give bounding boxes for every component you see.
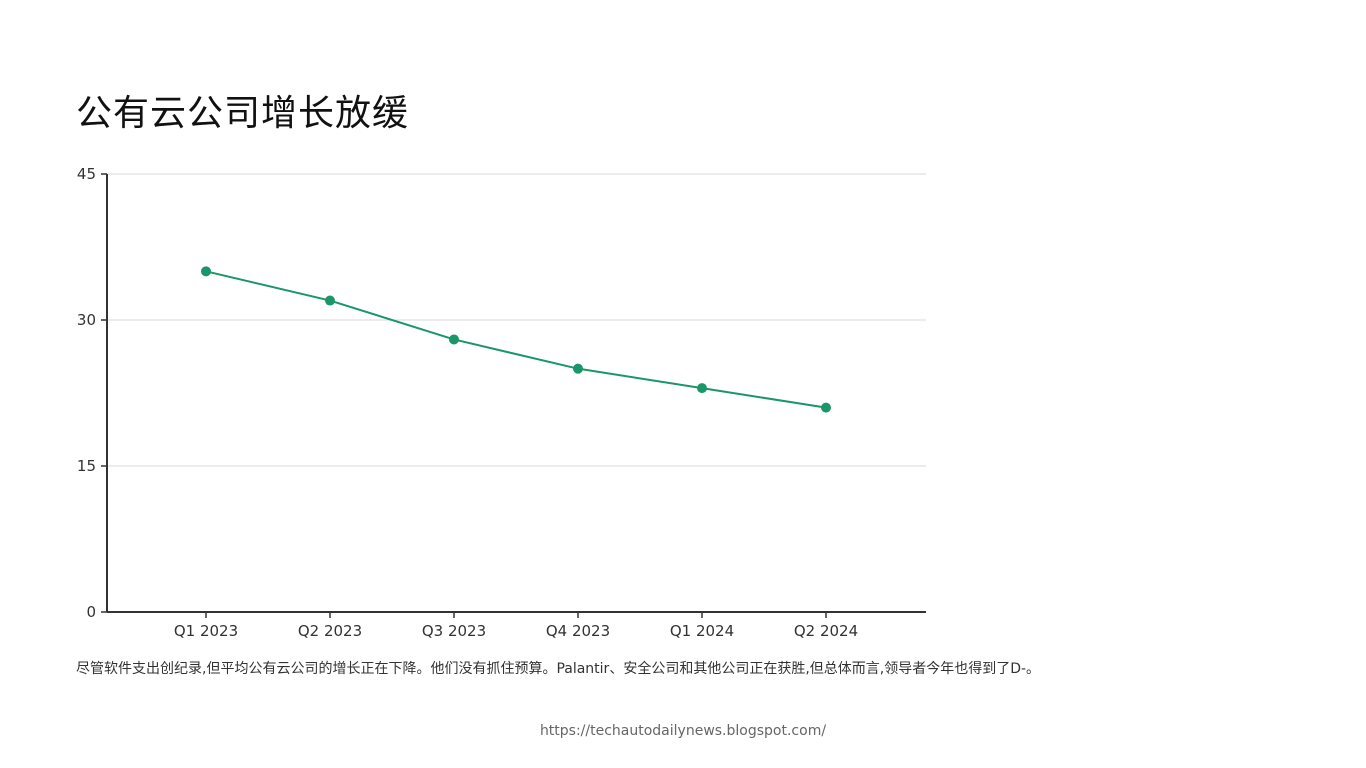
y-tick-label: 30 <box>77 311 96 329</box>
y-tick-label: 45 <box>77 165 96 183</box>
x-tick-label: Q2 2023 <box>298 622 362 640</box>
series-line <box>205 270 827 409</box>
line-chart: 0 15 30 45 Q1 2023 Q2 2023 Q3 2023 Q4 2023 Q1 20… <box>77 165 926 640</box>
x-tick-label: Q3 2023 <box>422 622 486 640</box>
data-point <box>821 402 831 413</box>
data-point <box>697 383 707 394</box>
source-url: https://techautodailynews.blogspot.com/ <box>539 723 827 739</box>
x-tick-label: Q2 2024 <box>794 622 858 640</box>
page-title: 公有云公司增长放缓 <box>76 93 410 134</box>
x-tick-label: Q1 2024 <box>670 622 734 640</box>
chart-caption: 尽管软件支出创纪录,但平均公有云公司的增长正在下降。他们没有抓住预算。Palan… <box>76 661 1041 677</box>
x-tick-label: Q1 2023 <box>174 622 238 640</box>
data-point <box>325 295 335 306</box>
data-point <box>449 334 459 345</box>
chart: 0 15 30 45 Q1 2023 Q2 2023 Q3 2023 Q4 2023 Q1 20… <box>40 150 960 650</box>
y-tick-label: 15 <box>77 457 96 475</box>
data-point <box>201 266 211 277</box>
data-point <box>573 363 583 374</box>
x-tick-label: Q4 2023 <box>546 622 610 640</box>
y-tick-label: 0 <box>86 603 96 621</box>
